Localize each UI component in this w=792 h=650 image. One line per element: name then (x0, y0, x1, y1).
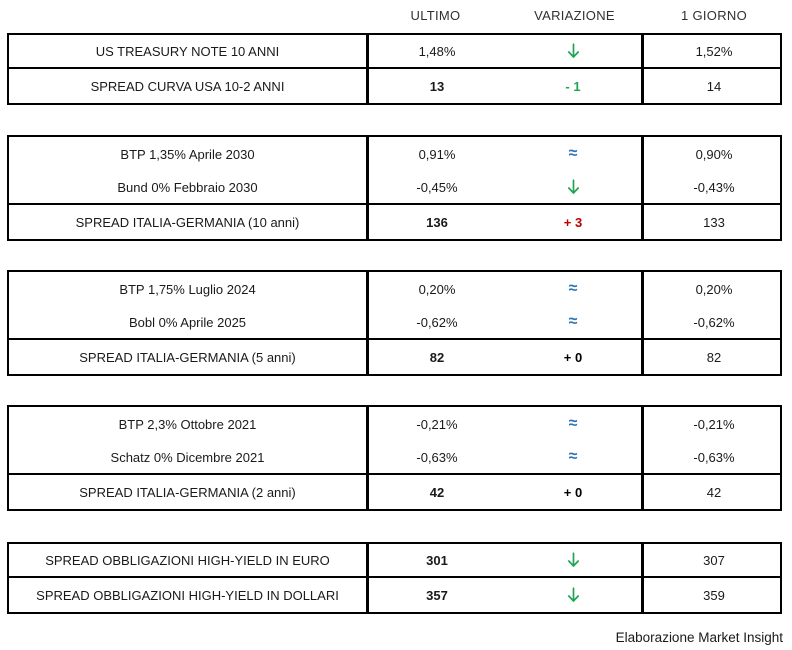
giorno-value: 0,20% (695, 281, 733, 297)
approx-icon: ≈ (568, 448, 578, 465)
ultimo-value: 357 (366, 578, 505, 612)
giorno-value: 307 (703, 552, 725, 568)
table-row: BTP 2,3% Ottobre 2021 -0,21% ≈ -0,21% (9, 407, 780, 441)
arrow-down-icon (567, 587, 580, 603)
giorno-value: -0,21% (693, 416, 735, 432)
giorno-value: -0,43% (693, 179, 735, 195)
ultimo-value: 42 (366, 475, 505, 509)
ultimo-value: 301 (366, 544, 505, 576)
table-row: SPREAD CURVA USA 10-2 ANNI 13 - 1 14 (9, 69, 780, 103)
variation-cell: + 0 (505, 340, 644, 374)
row-label: Schatz 0% Dicembre 2021 (110, 449, 265, 465)
giorno-value: 133 (703, 214, 725, 230)
row-label: BTP 1,35% Aprile 2030 (120, 146, 255, 162)
column-header-variazione: VARIAZIONE (534, 8, 615, 23)
ultimo-value: 1,48% (366, 35, 505, 67)
variation-cell (505, 578, 644, 612)
table-italia-germania-10-anni: BTP 1,35% Aprile 2030 0,91% ≈ 0,90% Bund… (7, 135, 782, 241)
variation-value: - 1 (565, 78, 581, 94)
table-row: US TREASURY NOTE 10 ANNI 1,48% 1,52% (9, 35, 780, 69)
variation-cell: - 1 (505, 69, 644, 103)
arrow-down-icon (567, 552, 580, 568)
table-row: SPREAD OBBLIGAZIONI HIGH-YIELD IN DOLLAR… (9, 578, 780, 612)
ultimo-value: 0,20% (366, 272, 505, 306)
table-high-yield-spreads: SPREAD OBBLIGAZIONI HIGH-YIELD IN EURO 3… (7, 542, 782, 614)
table-row: Schatz 0% Dicembre 2021 -0,63% ≈ -0,63% (9, 441, 780, 475)
approx-icon: ≈ (568, 145, 578, 162)
giorno-value: -0,62% (693, 314, 735, 330)
row-label: Bobl 0% Aprile 2025 (128, 314, 247, 330)
variation-cell: ≈ (505, 137, 644, 171)
column-header-ultimo: ULTIMO (410, 8, 461, 23)
source-credit: Elaborazione Market Insight (615, 630, 783, 645)
row-label: SPREAD OBBLIGAZIONI HIGH-YIELD IN DOLLAR… (36, 587, 339, 603)
row-label: BTP 2,3% Ottobre 2021 (118, 416, 257, 432)
approx-icon: ≈ (568, 280, 578, 297)
ultimo-value: -0,63% (366, 441, 505, 473)
table-row: BTP 1,75% Luglio 2024 0,20% ≈ 0,20% (9, 272, 780, 306)
row-label: SPREAD ITALIA-GERMANIA (2 anni) (79, 484, 296, 500)
ultimo-value: 82 (366, 340, 505, 374)
table-row: BTP 1,35% Aprile 2030 0,91% ≈ 0,90% (9, 137, 780, 171)
giorno-value: 14 (706, 78, 722, 94)
column-header-spacer (9, 8, 366, 23)
row-label: US TREASURY NOTE 10 ANNI (95, 43, 280, 59)
table-us-treasury: US TREASURY NOTE 10 ANNI 1,48% 1,52% SPR… (7, 33, 782, 105)
column-header-row: ULTIMO VARIAZIONE 1 GIORNO (9, 8, 784, 23)
variation-cell: ≈ (505, 272, 644, 306)
ultimo-value: 0,91% (366, 137, 505, 171)
ultimo-value: -0,62% (366, 306, 505, 338)
table-row: SPREAD OBBLIGAZIONI HIGH-YIELD IN EURO 3… (9, 544, 780, 578)
ultimo-value: -0,21% (366, 407, 505, 441)
row-label: Bund 0% Febbraio 2030 (117, 179, 258, 195)
approx-icon: ≈ (568, 415, 578, 432)
variation-cell: + 0 (505, 475, 644, 509)
row-label: SPREAD CURVA USA 10-2 ANNI (90, 78, 285, 94)
arrow-down-icon (567, 179, 580, 195)
variation-cell: + 3 (505, 205, 644, 239)
row-label: SPREAD OBBLIGAZIONI HIGH-YIELD IN EURO (45, 552, 330, 568)
column-header-1-giorno: 1 GIORNO (681, 8, 747, 23)
table-italia-germania-5-anni: BTP 1,75% Luglio 2024 0,20% ≈ 0,20% Bobl… (7, 270, 782, 376)
table-italia-germania-2-anni: BTP 2,3% Ottobre 2021 -0,21% ≈ -0,21% Sc… (7, 405, 782, 511)
ultimo-value: 136 (366, 205, 505, 239)
giorno-value: 82 (706, 349, 722, 365)
variation-cell (505, 171, 644, 203)
ultimo-value: -0,45% (366, 171, 505, 203)
table-row: SPREAD ITALIA-GERMANIA (10 anni) 136 + 3… (9, 205, 780, 239)
variation-cell (505, 35, 644, 67)
variation-cell: ≈ (505, 441, 644, 473)
table-row: Bund 0% Febbraio 2030 -0,45% -0,43% (9, 171, 780, 205)
variation-cell: ≈ (505, 407, 644, 441)
giorno-value: 1,52% (695, 43, 733, 59)
giorno-value: 0,90% (695, 146, 733, 162)
approx-icon: ≈ (568, 313, 578, 330)
row-label: SPREAD ITALIA-GERMANIA (10 anni) (75, 214, 300, 230)
row-label: SPREAD ITALIA-GERMANIA (5 anni) (79, 349, 296, 365)
row-label: BTP 1,75% Luglio 2024 (119, 281, 256, 297)
table-row: Bobl 0% Aprile 2025 -0,62% ≈ -0,62% (9, 306, 780, 340)
table-row: SPREAD ITALIA-GERMANIA (5 anni) 82 + 0 8… (9, 340, 780, 374)
giorno-value: 359 (703, 587, 725, 603)
table-row: SPREAD ITALIA-GERMANIA (2 anni) 42 + 0 4… (9, 475, 780, 509)
variation-cell (505, 544, 644, 576)
arrow-down-icon (567, 43, 580, 59)
variation-value: + 0 (563, 349, 583, 365)
giorno-value: 42 (706, 484, 722, 500)
variation-cell: ≈ (505, 306, 644, 338)
ultimo-value: 13 (366, 69, 505, 103)
giorno-value: -0,63% (693, 449, 735, 465)
variation-value: + 0 (563, 484, 583, 500)
variation-value: + 3 (563, 214, 583, 230)
